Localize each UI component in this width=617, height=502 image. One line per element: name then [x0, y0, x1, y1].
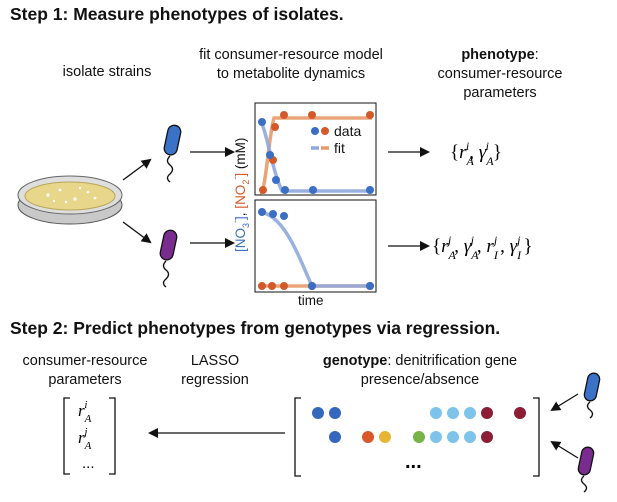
fit-label: fit consumer-resource model to metabolit…	[186, 46, 396, 84]
arrow-icon	[122, 158, 152, 181]
plot-bottom: time	[254, 199, 377, 308]
vector-right-bracket	[109, 397, 116, 475]
phenotype-label-line3: parameters	[463, 85, 537, 101]
legend-data-orange-marker	[321, 127, 329, 135]
matrix-left-bracket	[294, 397, 301, 477]
step2-title: Step 2: Predict phenotypes from genotype…	[10, 318, 501, 338]
lasso-label: LASSO regression	[165, 352, 265, 390]
genotype-label-bold: genotype	[322, 353, 388, 369]
vector-row-2: rAj	[78, 426, 92, 452]
fit-label-line2: to metabolite dynamics	[216, 66, 366, 82]
genotype-row-2	[329, 431, 493, 443]
fit-label-line1: fit consumer-resource model	[199, 47, 383, 63]
genotype-label-rest: : denitrification gene	[387, 353, 518, 369]
vector-left-bracket	[63, 397, 70, 475]
isolate-strains-label: isolate strains	[62, 64, 152, 80]
bacterium-icon	[583, 372, 601, 419]
bacterium-icon	[159, 229, 178, 288]
matrix-right-bracket	[533, 397, 540, 477]
svg-text:[NO3-], [NO2-] (mM): [NO3-], [NO2-] (mM)	[230, 138, 251, 252]
lasso-label-line1: LASSO	[190, 353, 240, 369]
vector-row-1: rAi	[78, 399, 92, 425]
phenotype-label-colon: :	[534, 47, 539, 63]
arrow-icon	[122, 221, 152, 244]
arrow-icon	[550, 440, 579, 459]
phenotype-set-bottom: {rAj, γAj, rIj, γIj}	[432, 233, 533, 262]
step1-title: Step 1: Measure phenotypes of isolates.	[10, 4, 344, 24]
plot-xlabel: time	[298, 293, 324, 308]
params-label: consumer-resource parameters	[10, 352, 160, 390]
petri-dish-icon	[17, 175, 123, 225]
genotype-row-1	[312, 407, 526, 419]
legend-data-label: data	[334, 123, 361, 139]
vector-row-ellipsis: ...	[82, 455, 95, 472]
plot-top: data fit	[254, 102, 377, 196]
plot-ylabel: [NO3-], [NO2-] (mM)	[230, 138, 251, 252]
genotype-label: genotype: denitrification gene presence/…	[300, 352, 540, 390]
phenotype-label-line2: consumer-resource	[437, 66, 563, 82]
params-label-line2: parameters	[48, 372, 122, 388]
params-label-line1: consumer-resource	[22, 353, 148, 369]
lasso-label-line2: regression	[181, 372, 249, 388]
phenotype-set-top: {rAi, γAi}	[450, 139, 502, 168]
phenotype-label: phenotype: consumer-resource parameters	[410, 46, 590, 103]
matrix-ellipsis: ...	[405, 451, 422, 473]
phenotype-label-bold: phenotype	[461, 47, 535, 63]
arrow-icon	[550, 393, 579, 412]
legend-data-blue-marker	[311, 127, 319, 135]
bacterium-icon	[577, 446, 595, 493]
bacterium-icon	[163, 124, 182, 183]
genotype-label-line2: presence/absence	[360, 372, 480, 388]
legend-fit-label: fit	[334, 140, 345, 156]
